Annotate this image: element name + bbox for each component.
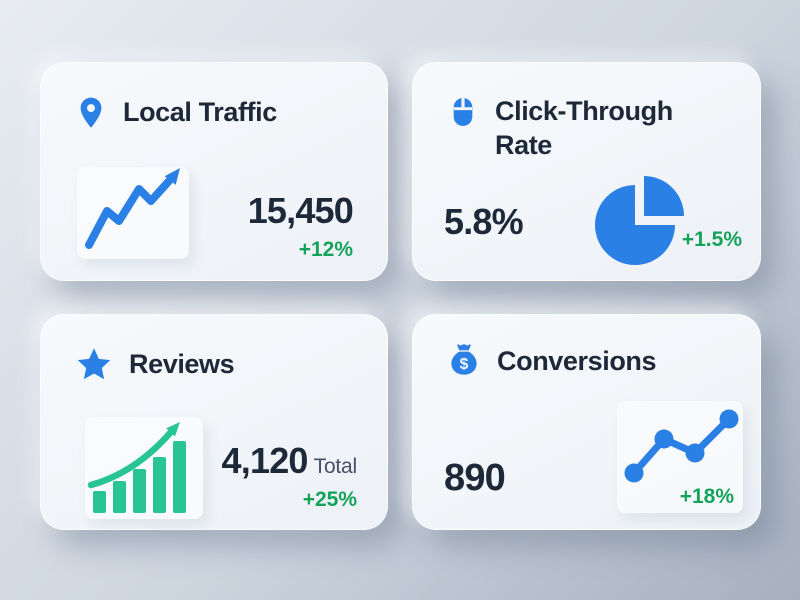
card-title: Reviews: [129, 349, 235, 380]
metric-value: 15,450: [247, 190, 354, 231]
location-pin-icon: [75, 95, 107, 131]
reviews-bar-chart: [87, 413, 205, 517]
metric-suffix: Total: [313, 455, 358, 478]
metric-delta: +12%: [298, 238, 353, 261]
star-icon: [75, 347, 113, 383]
card-click-through-rate[interactable]: Click-Through Rate 5.8% +1.5%: [412, 62, 761, 281]
metric-delta: +18%: [679, 485, 734, 508]
ctr-pie-chart: [589, 167, 693, 271]
card-title: Conversions: [497, 346, 657, 377]
card-header: $ Conversions: [447, 341, 657, 383]
card-title: Local Traffic: [123, 97, 277, 128]
conversions-dot-line-chart: [621, 407, 741, 491]
card-header: Click-Through Rate: [447, 95, 680, 163]
svg-text:$: $: [460, 356, 469, 373]
money-bag-icon: $: [447, 341, 481, 383]
card-reviews[interactable]: Reviews 4,120 Total +25%: [40, 314, 388, 530]
card-local-traffic[interactable]: Local Traffic 15,450 +12%: [40, 62, 388, 281]
metric-value: 890: [444, 457, 506, 499]
metric-value: 4,120: [221, 440, 309, 481]
metric-block: 15,450 +12%: [247, 190, 354, 261]
metric-block: 890: [444, 457, 506, 499]
metric-block: 5.8%: [444, 201, 524, 242]
traffic-line-chart: [81, 161, 187, 253]
card-title: Click-Through Rate: [495, 96, 673, 160]
card-header: Local Traffic: [75, 95, 277, 131]
mouse-icon: [447, 95, 479, 129]
metric-value: 5.8%: [444, 201, 524, 242]
card-conversions[interactable]: $ Conversions 890 +18%: [412, 314, 761, 530]
card-header: Reviews: [75, 347, 235, 383]
metric-block: 4,120 Total +25%: [221, 440, 358, 511]
metric-delta: +1.5%: [681, 228, 742, 251]
metric-delta: +25%: [302, 488, 357, 511]
